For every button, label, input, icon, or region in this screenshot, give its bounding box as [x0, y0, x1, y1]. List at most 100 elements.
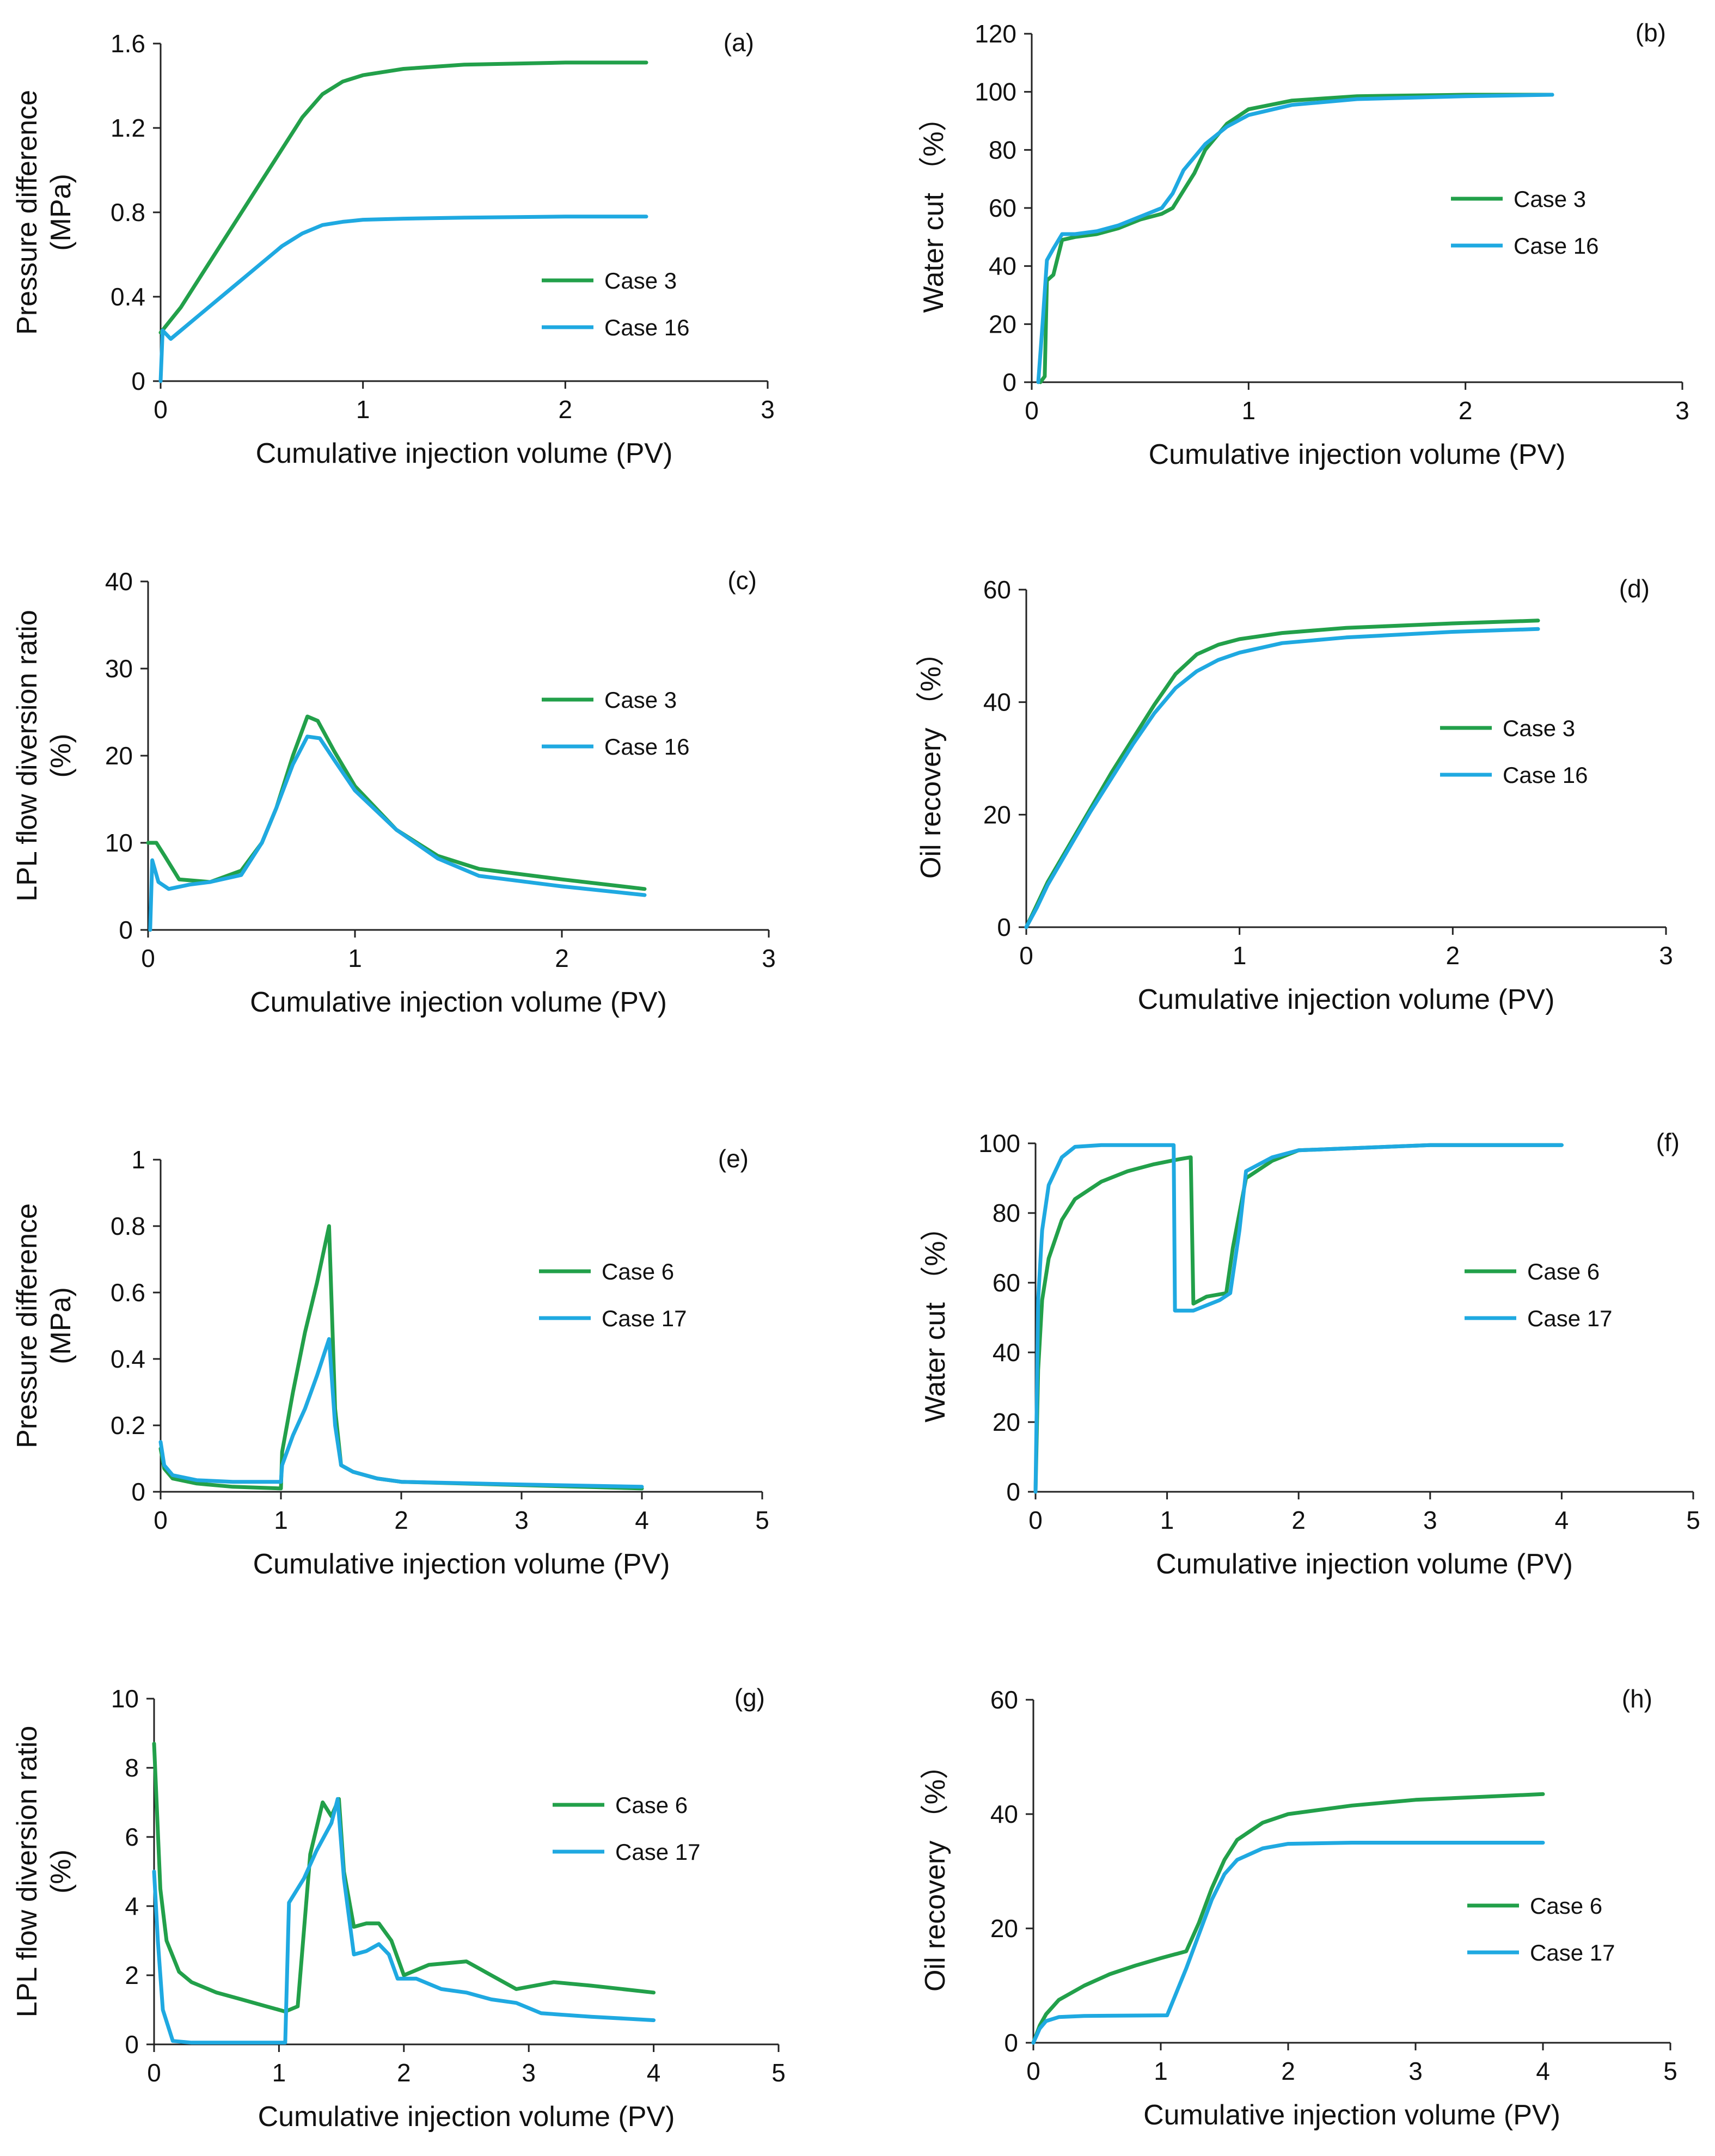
- series-line-case-17: [152, 1797, 656, 2045]
- y-tick-label: 0.4: [111, 1345, 145, 1373]
- x-tick-label: 4: [1536, 2057, 1550, 2085]
- x-tick-label: 2: [1281, 2057, 1295, 2085]
- series-line-case-17: [1033, 1143, 1564, 1494]
- series-line-case-3: [158, 60, 648, 335]
- y-tick-label: 0: [125, 2030, 139, 2059]
- x-tick-label: 2: [1446, 941, 1460, 970]
- y-tick-label: 80: [993, 1199, 1020, 1227]
- x-tick-label: 1: [356, 395, 370, 424]
- x-axis-label: Cumulative injection volume (PV): [253, 1548, 670, 1580]
- y-tick-label: 0.2: [111, 1411, 145, 1440]
- y-axis-label: LPL flow diversion ratio: [11, 1726, 43, 2018]
- series-line-case-16: [158, 215, 648, 383]
- y-tick-label: 40: [993, 1338, 1020, 1367]
- legend-label: Case 6: [615, 1792, 688, 1818]
- x-tick-label: 0: [147, 2059, 161, 2087]
- x-tick-label: 1: [274, 1506, 288, 1534]
- legend-label: Case 16: [604, 315, 689, 340]
- x-tick-label: 0: [154, 395, 168, 424]
- y-tick-label: 0: [119, 916, 133, 944]
- y-tick-label: 1.6: [111, 29, 145, 58]
- y-axis-label: (%): [45, 734, 77, 778]
- x-tick-label: 0: [1019, 941, 1033, 970]
- panel-tag: (b): [1636, 19, 1666, 47]
- legend-label: Case 17: [602, 1306, 687, 1331]
- x-tick-label: 3: [1675, 396, 1689, 425]
- panel-tag: (g): [734, 1683, 765, 1712]
- x-tick-label: 0: [154, 1506, 168, 1534]
- y-tick-label: 40: [105, 567, 133, 596]
- y-axis-label: Water cut （%）: [920, 1212, 951, 1422]
- y-tick-label: 40: [990, 1800, 1018, 1828]
- x-tick-label: 4: [647, 2059, 661, 2087]
- x-tick-label: 5: [1686, 1506, 1700, 1534]
- legend-label: Case 17: [1527, 1306, 1612, 1331]
- x-tick-label: 3: [761, 395, 775, 424]
- x-tick-label: 0: [141, 944, 155, 972]
- x-axis-label: Cumulative injection volume (PV): [256, 438, 673, 469]
- y-tick-label: 20: [993, 1408, 1020, 1436]
- panel-tag: (d): [1619, 574, 1650, 603]
- x-tick-label: 2: [1459, 396, 1473, 425]
- legend-label: Case 16: [604, 734, 689, 759]
- x-tick-label: 4: [635, 1506, 649, 1534]
- x-axis-label: Cumulative injection volume (PV): [1138, 984, 1555, 1015]
- y-tick-label: 40: [989, 252, 1016, 280]
- chart-panel-h: 0 1 2 3 4 5 0 20 40 60 Cumulative injection volume…: [920, 1685, 1677, 2131]
- x-tick-label: 5: [755, 1506, 769, 1534]
- y-tick-label: 0: [1006, 1478, 1020, 1506]
- panel-tag: (h): [1622, 1685, 1652, 1713]
- x-tick-label: 2: [555, 944, 569, 972]
- y-tick-label: 0: [131, 367, 145, 395]
- y-tick-label: 6: [125, 1823, 139, 1851]
- y-tick-label: 60: [990, 1686, 1018, 1714]
- x-tick-label: 3: [514, 1506, 529, 1534]
- x-tick-label: 4: [1555, 1506, 1569, 1534]
- chart-panel-d: 0 1 2 3 0 20 40 60 Cumulative injection volume (…: [915, 574, 1673, 1015]
- y-axis-label: Oil recovery （%）: [920, 1751, 951, 1992]
- series-line-case-16: [1036, 93, 1554, 384]
- y-tick-label: 20: [105, 742, 133, 770]
- y-tick-label: 60: [983, 575, 1011, 604]
- y-tick-label: 0: [1002, 368, 1016, 396]
- series-line-case-17: [158, 1337, 644, 1489]
- y-tick-label: 2: [125, 1961, 139, 1989]
- series-line-case-6: [1033, 1143, 1564, 1494]
- y-axis-label: (MPa): [45, 174, 77, 251]
- x-axis-label: Cumulative injection volume (PV): [250, 987, 667, 1018]
- chart-panel-a: 0 1 2 3 0 0.4 0.8 1.2 1.6 Cumulative injection vo…: [11, 28, 775, 469]
- y-axis-label: LPL flow diversion ratio: [11, 610, 43, 902]
- series-line-case-16: [1024, 627, 1540, 929]
- y-axis-label: (MPa): [45, 1287, 77, 1364]
- y-tick-label: 100: [975, 78, 1016, 106]
- legend-label: Case 16: [1503, 762, 1588, 788]
- y-axis-label: Water cut （%）: [918, 103, 950, 313]
- y-tick-label: 40: [983, 688, 1011, 716]
- x-tick-label: 2: [397, 2059, 411, 2087]
- chart-panel-f: 0 1 2 3 4 5 0 20 40 60 80 100 Cumulative injection v…: [920, 1128, 1700, 1580]
- legend-label: Case 3: [604, 687, 677, 713]
- y-tick-label: 120: [975, 20, 1016, 48]
- y-tick-label: 10: [111, 1685, 139, 1713]
- x-tick-label: 2: [394, 1506, 408, 1534]
- y-tick-label: 30: [105, 654, 133, 683]
- legend-label: Case 6: [1527, 1259, 1600, 1284]
- panel-tag: (f): [1656, 1128, 1680, 1156]
- x-tick-label: 1: [1233, 941, 1247, 970]
- series-line-case-6: [152, 1742, 656, 2014]
- legend-label: Case 16: [1514, 233, 1598, 259]
- y-tick-label: 0.4: [111, 283, 145, 311]
- y-axis-label: (%): [45, 1849, 77, 1894]
- y-tick-label: 60: [993, 1269, 1020, 1297]
- y-tick-label: 1: [131, 1146, 145, 1174]
- panel-tag: (e): [718, 1144, 749, 1173]
- x-tick-label: 2: [559, 395, 573, 424]
- x-tick-label: 3: [1659, 941, 1673, 970]
- y-tick-label: 0.8: [111, 198, 145, 226]
- y-tick-label: 8: [125, 1754, 139, 1782]
- series-line-case-17: [1031, 1841, 1545, 2045]
- x-tick-label: 2: [1291, 1506, 1306, 1534]
- y-tick-label: 20: [983, 800, 1011, 829]
